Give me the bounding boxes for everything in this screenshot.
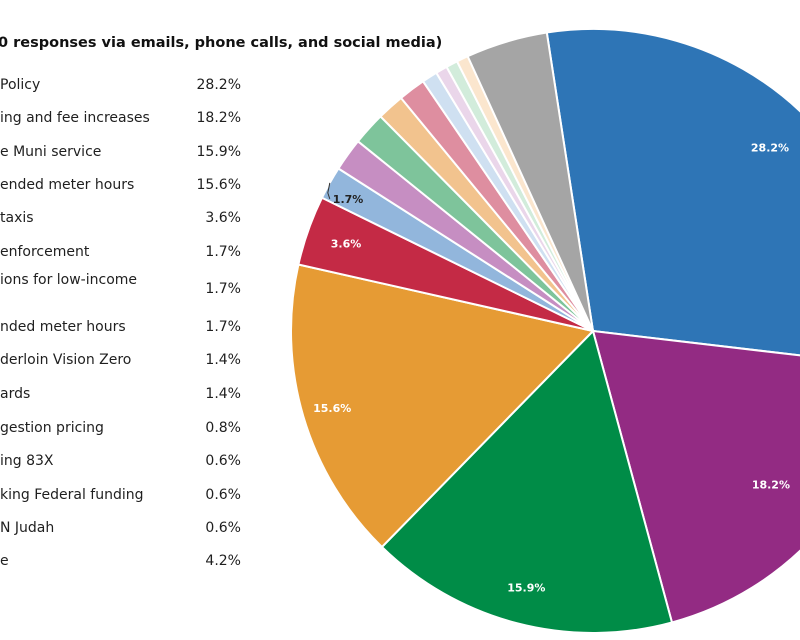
legend-row: ards 1.4% <box>0 385 245 417</box>
legend-label: N Judah <box>0 520 55 536</box>
slice-value-label: 28.2% <box>751 142 789 155</box>
slice-value-label: 1.7% <box>333 193 364 206</box>
legend-row: Policy 28.2% <box>0 76 245 108</box>
legend-label: ended meter hours <box>0 177 135 193</box>
legend-row: enforcement 1.7% <box>0 243 245 275</box>
legend-value: 0.6% <box>205 520 241 536</box>
legend-row: ing 83X 0.6% <box>0 452 245 484</box>
legend-row: king Federal funding 0.6% <box>0 486 245 518</box>
legend-value: 15.9% <box>196 144 241 160</box>
legend-row: nded meter hours 1.7% <box>0 318 245 350</box>
leader-line <box>327 182 331 200</box>
legend-label: taxis <box>0 210 34 226</box>
legend-value: 15.6% <box>196 177 241 193</box>
legend-row: e Muni service 15.9% <box>0 143 245 175</box>
legend-label: nded meter hours <box>0 319 126 335</box>
slice-value-label: 18.2% <box>752 479 790 492</box>
legend-row: gestion pricing 0.8% <box>0 419 245 451</box>
slice-value-label: 15.6% <box>313 402 351 415</box>
legend-row: ions for low-income 1.7% <box>0 271 245 303</box>
legend-row: ended meter hours 15.6% <box>0 176 245 208</box>
legend-value: 4.2% <box>205 553 241 569</box>
legend-value: 28.2% <box>196 77 241 93</box>
legend-label: Policy <box>0 77 41 93</box>
legend-value: 1.7% <box>205 244 241 260</box>
legend-value: 0.6% <box>205 487 241 503</box>
legend-value: 1.7% <box>205 281 241 297</box>
legend-row: derloin Vision Zero 1.4% <box>0 351 245 383</box>
legend-row: e 4.2% <box>0 552 245 584</box>
legend-label: e <box>0 553 9 569</box>
legend-row: taxis 3.6% <box>0 209 245 241</box>
legend-value: 1.4% <box>205 352 241 368</box>
slice-value-label: 3.6% <box>331 238 362 251</box>
pie-slice <box>591 329 800 624</box>
legend-label: ing and fee increases <box>0 110 150 126</box>
pie-slice <box>290 263 595 549</box>
legend-label: enforcement <box>0 244 90 260</box>
legend-label: gestion pricing <box>0 420 104 436</box>
legend-value: 18.2% <box>196 110 241 126</box>
pie-slice <box>380 329 674 634</box>
legend-value: 0.6% <box>205 453 241 469</box>
legend-label: derloin Vision Zero <box>0 352 132 368</box>
legend-value: 1.7% <box>205 319 241 335</box>
legend-table: Policy 28.2% ing and fee increases 18.2% e M… <box>0 0 250 640</box>
chart-title: 0 responses via emails, phone calls, and… <box>0 35 443 51</box>
pie-slice <box>545 28 800 357</box>
legend-row: N Judah 0.6% <box>0 519 245 551</box>
slice-value-label: 15.9% <box>507 582 545 595</box>
legend-label: ing 83X <box>0 453 54 469</box>
legend-label: king Federal funding <box>0 487 144 503</box>
legend-label: ards <box>0 386 31 402</box>
pie-slice <box>466 31 594 332</box>
legend-label: e Muni service <box>0 144 102 160</box>
legend-value: 3.6% <box>205 210 241 226</box>
legend-value: 1.4% <box>205 386 241 402</box>
legend-value: 0.8% <box>205 420 241 436</box>
legend-row: ing and fee increases 18.2% <box>0 109 245 141</box>
legend-label: ions for low-income <box>0 272 138 288</box>
